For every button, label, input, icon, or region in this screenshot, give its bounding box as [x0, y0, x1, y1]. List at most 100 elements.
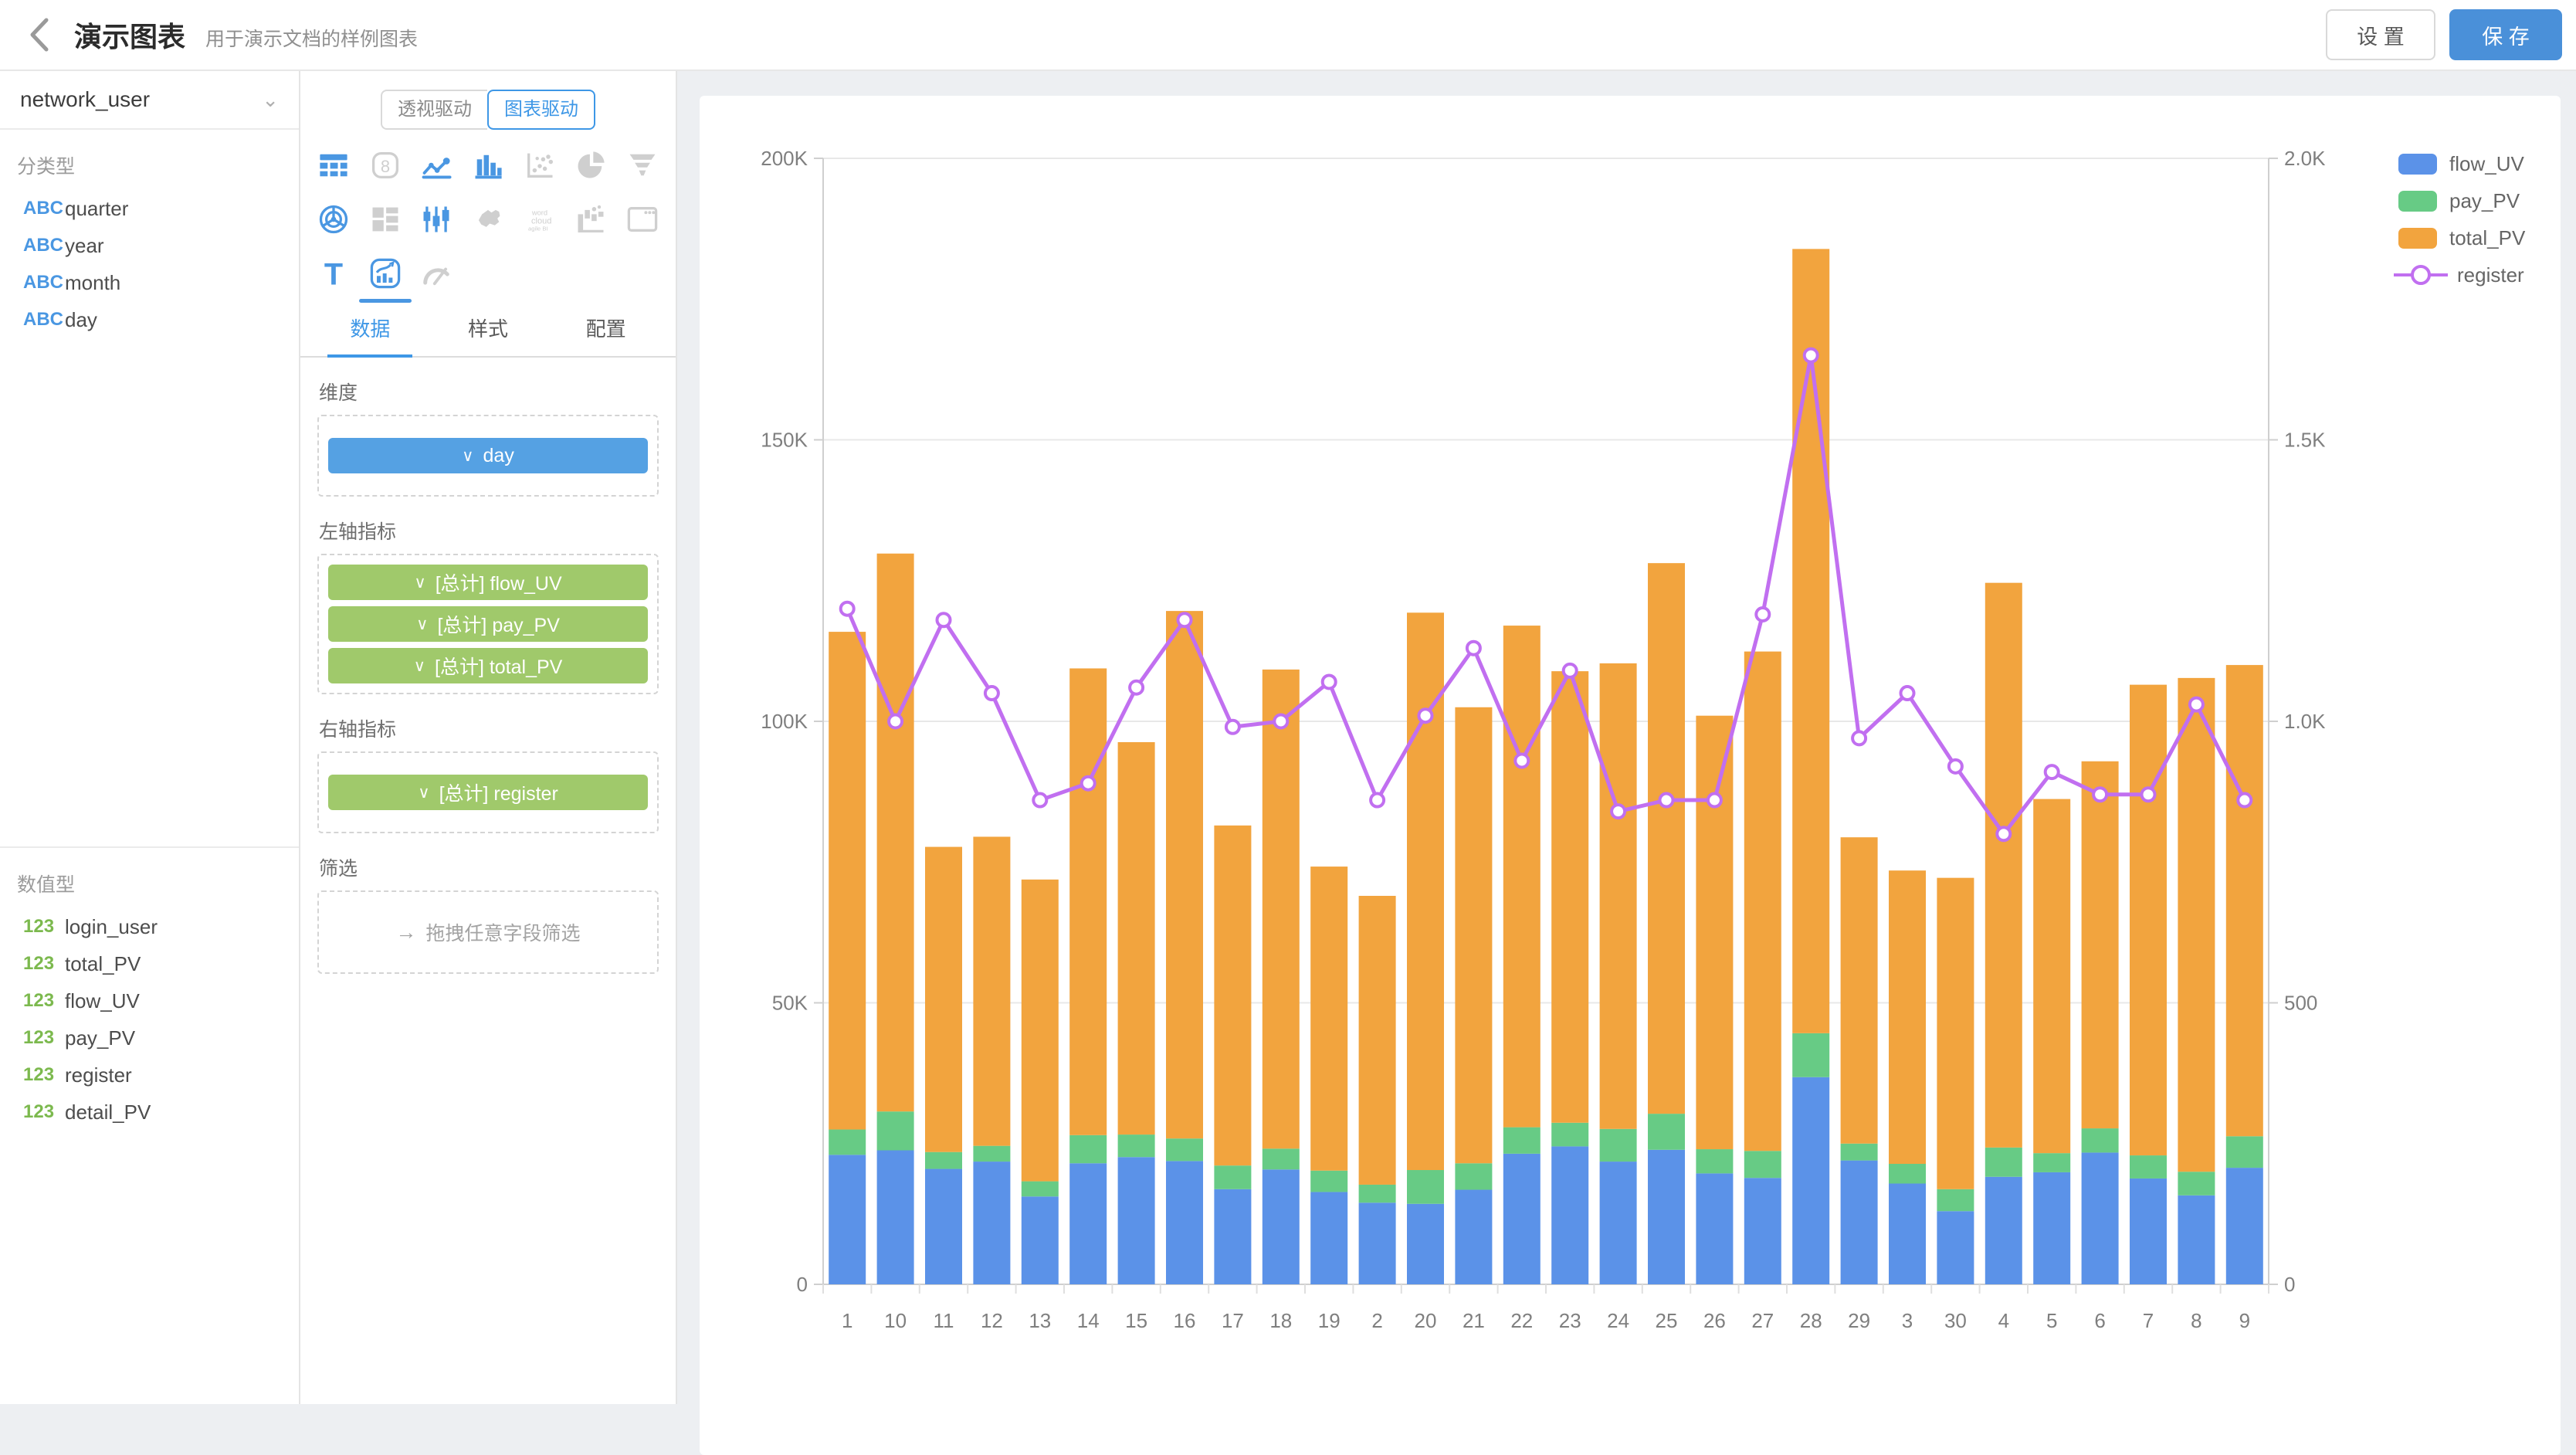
left-axis-chip-0[interactable]: ∨ [总计] flow_UV [328, 565, 648, 600]
field-name: month [65, 270, 121, 294]
chevron-down-icon: ∨ [414, 573, 426, 592]
line-chart-icon[interactable] [419, 148, 453, 182]
field-item-quarter[interactable]: ABC quarter [0, 190, 299, 227]
indicator-card-icon[interactable]: 8 [368, 148, 402, 182]
svg-text:100K: 100K [761, 710, 808, 733]
mode-chart-button[interactable]: 图表驱动 [487, 90, 595, 130]
svg-text:3: 3 [1902, 1309, 1913, 1332]
dimension-chip-day[interactable]: ∨ day [328, 438, 648, 473]
treemap-icon[interactable] [368, 202, 402, 236]
tab-data[interactable]: 数据 [311, 314, 429, 358]
field-name: flow_UV [65, 989, 140, 1012]
svg-text:18: 18 [1269, 1309, 1292, 1332]
number-type-badge: 123 [23, 916, 55, 937]
number-type-badge: 123 [23, 953, 55, 974]
svg-text:word: word [530, 209, 547, 217]
right-axis-chip-0[interactable]: ∨ [总计] register [328, 775, 648, 810]
field-item-month[interactable]: ABC month [0, 264, 299, 301]
field-name: year [65, 233, 104, 257]
svg-text:15: 15 [1125, 1309, 1147, 1332]
mode-pivot-button[interactable]: 透视驱动 [381, 90, 487, 130]
combo-chart-icon[interactable] [358, 256, 412, 303]
field-item-login_user[interactable]: 123 login_user [0, 908, 299, 945]
svg-text:6: 6 [2094, 1309, 2105, 1332]
legend-item-flow_UV[interactable]: flow_UV [2398, 145, 2525, 182]
field-name: login_user [65, 914, 158, 938]
svg-text:12: 12 [981, 1309, 1003, 1332]
chevron-down-icon: ∨ [413, 656, 425, 675]
dataset-selector[interactable]: network_user ⌄ [0, 71, 299, 130]
dimension-dropzone[interactable]: ∨ day [317, 415, 659, 497]
svg-text:26: 26 [1703, 1309, 1726, 1332]
numeric-section-label: 数值型 [17, 874, 76, 896]
field-item-year[interactable]: ABC year [0, 227, 299, 264]
chart-type-grid: 8 word cloud agile BI T [300, 130, 676, 303]
web-frame-icon[interactable] [625, 202, 659, 236]
svg-text:8: 8 [2191, 1309, 2201, 1332]
field-item-register[interactable]: 123 register [0, 1056, 299, 1094]
svg-text:1: 1 [842, 1309, 852, 1332]
svg-text:22: 22 [1510, 1309, 1533, 1332]
chevron-down-icon: ∨ [416, 615, 429, 633]
left-axis-chip-1[interactable]: ∨ [总计] pay_PV [328, 606, 648, 642]
field-name: register [65, 1063, 132, 1087]
tab-style[interactable]: 样式 [468, 317, 509, 341]
map-icon[interactable] [471, 202, 505, 236]
radar-chart-icon[interactable] [317, 202, 351, 236]
text-type-badge: ABC [23, 198, 63, 219]
field-name: day [65, 307, 97, 331]
back-chevron-icon [30, 18, 49, 52]
svg-text:24: 24 [1607, 1309, 1629, 1332]
svg-text:21: 21 [1463, 1309, 1485, 1332]
field-item-pay_PV[interactable]: 123 pay_PV [0, 1019, 299, 1056]
svg-text:1.0K: 1.0K [2284, 710, 2326, 733]
svg-text:8: 8 [381, 157, 390, 176]
settings-button[interactable]: 设 置 [2326, 9, 2435, 60]
svg-text:30: 30 [1944, 1309, 1967, 1332]
chip-label: [总计] total_PV [435, 656, 563, 678]
filter-dropzone[interactable]: → 拖拽任意字段筛选 [317, 890, 659, 974]
waterfall-icon[interactable] [574, 202, 608, 236]
bar-chart-icon[interactable] [471, 148, 505, 182]
category-field-list: ABC quarter ABC year ABC month ABC day [0, 190, 299, 338]
funnel-chart-icon[interactable] [625, 148, 659, 182]
pie-chart-icon[interactable] [574, 148, 608, 182]
field-item-flow_UV[interactable]: 123 flow_UV [0, 982, 299, 1019]
scatter-chart-icon[interactable] [523, 148, 557, 182]
save-button[interactable]: 保 存 [2449, 9, 2562, 60]
field-item-total_PV[interactable]: 123 total_PV [0, 945, 299, 982]
legend-label: total_PV [2449, 226, 2526, 249]
svg-text:11: 11 [934, 1309, 954, 1332]
legend-label: register [2457, 263, 2524, 287]
legend-item-register[interactable]: register [2394, 256, 2525, 293]
field-item-day[interactable]: ABC day [0, 301, 299, 338]
field-name: detail_PV [65, 1100, 151, 1124]
right-axis-label: 右轴指标 [319, 719, 397, 741]
table-icon[interactable] [317, 148, 351, 182]
left-axis-dropzone[interactable]: ∨ [总计] flow_UV ∨ [总计] pay_PV ∨ [总计] total_PV [317, 554, 659, 694]
right-axis-dropzone[interactable]: ∨ [总计] register [317, 751, 659, 833]
tab-config[interactable]: 配置 [585, 317, 626, 341]
chart-config-panel: 透视驱动 图表驱动 8 word cloud agile BI T 数据 样式 配置 维… [300, 71, 677, 1404]
chart-legend: flow_UV pay_PV total_PV register [2394, 145, 2525, 293]
field-name: total_PV [65, 951, 141, 975]
text-icon[interactable]: T [317, 256, 351, 290]
left-axis-label: 左轴指标 [319, 521, 397, 543]
svg-text:7: 7 [2143, 1309, 2154, 1332]
left-axis-chip-2[interactable]: ∨ [总计] total_PV [328, 648, 648, 683]
word-cloud-icon[interactable]: word cloud agile BI [523, 202, 557, 236]
filter-hint: → 拖拽任意字段筛选 [395, 920, 581, 945]
field-item-detail_PV[interactable]: 123 detail_PV [0, 1094, 299, 1131]
svg-text:27: 27 [1751, 1309, 1774, 1332]
back-button[interactable] [15, 12, 62, 58]
chart-card: 0 50K 100K 150K 200K 0 500 1.0K 1.5K 2.0K 1 10 11 12 1… [700, 96, 2561, 1455]
candlestick-icon[interactable] [419, 202, 453, 236]
legend-item-total_PV[interactable]: total_PV [2398, 219, 2525, 256]
svg-text:9: 9 [2239, 1309, 2250, 1332]
legend-swatch [2398, 153, 2437, 175]
dimension-label: 维度 [319, 382, 358, 404]
gauge-icon[interactable] [419, 256, 453, 290]
legend-label: flow_UV [2449, 151, 2524, 175]
svg-text:17: 17 [1222, 1309, 1244, 1332]
legend-item-pay_PV[interactable]: pay_PV [2398, 182, 2525, 219]
